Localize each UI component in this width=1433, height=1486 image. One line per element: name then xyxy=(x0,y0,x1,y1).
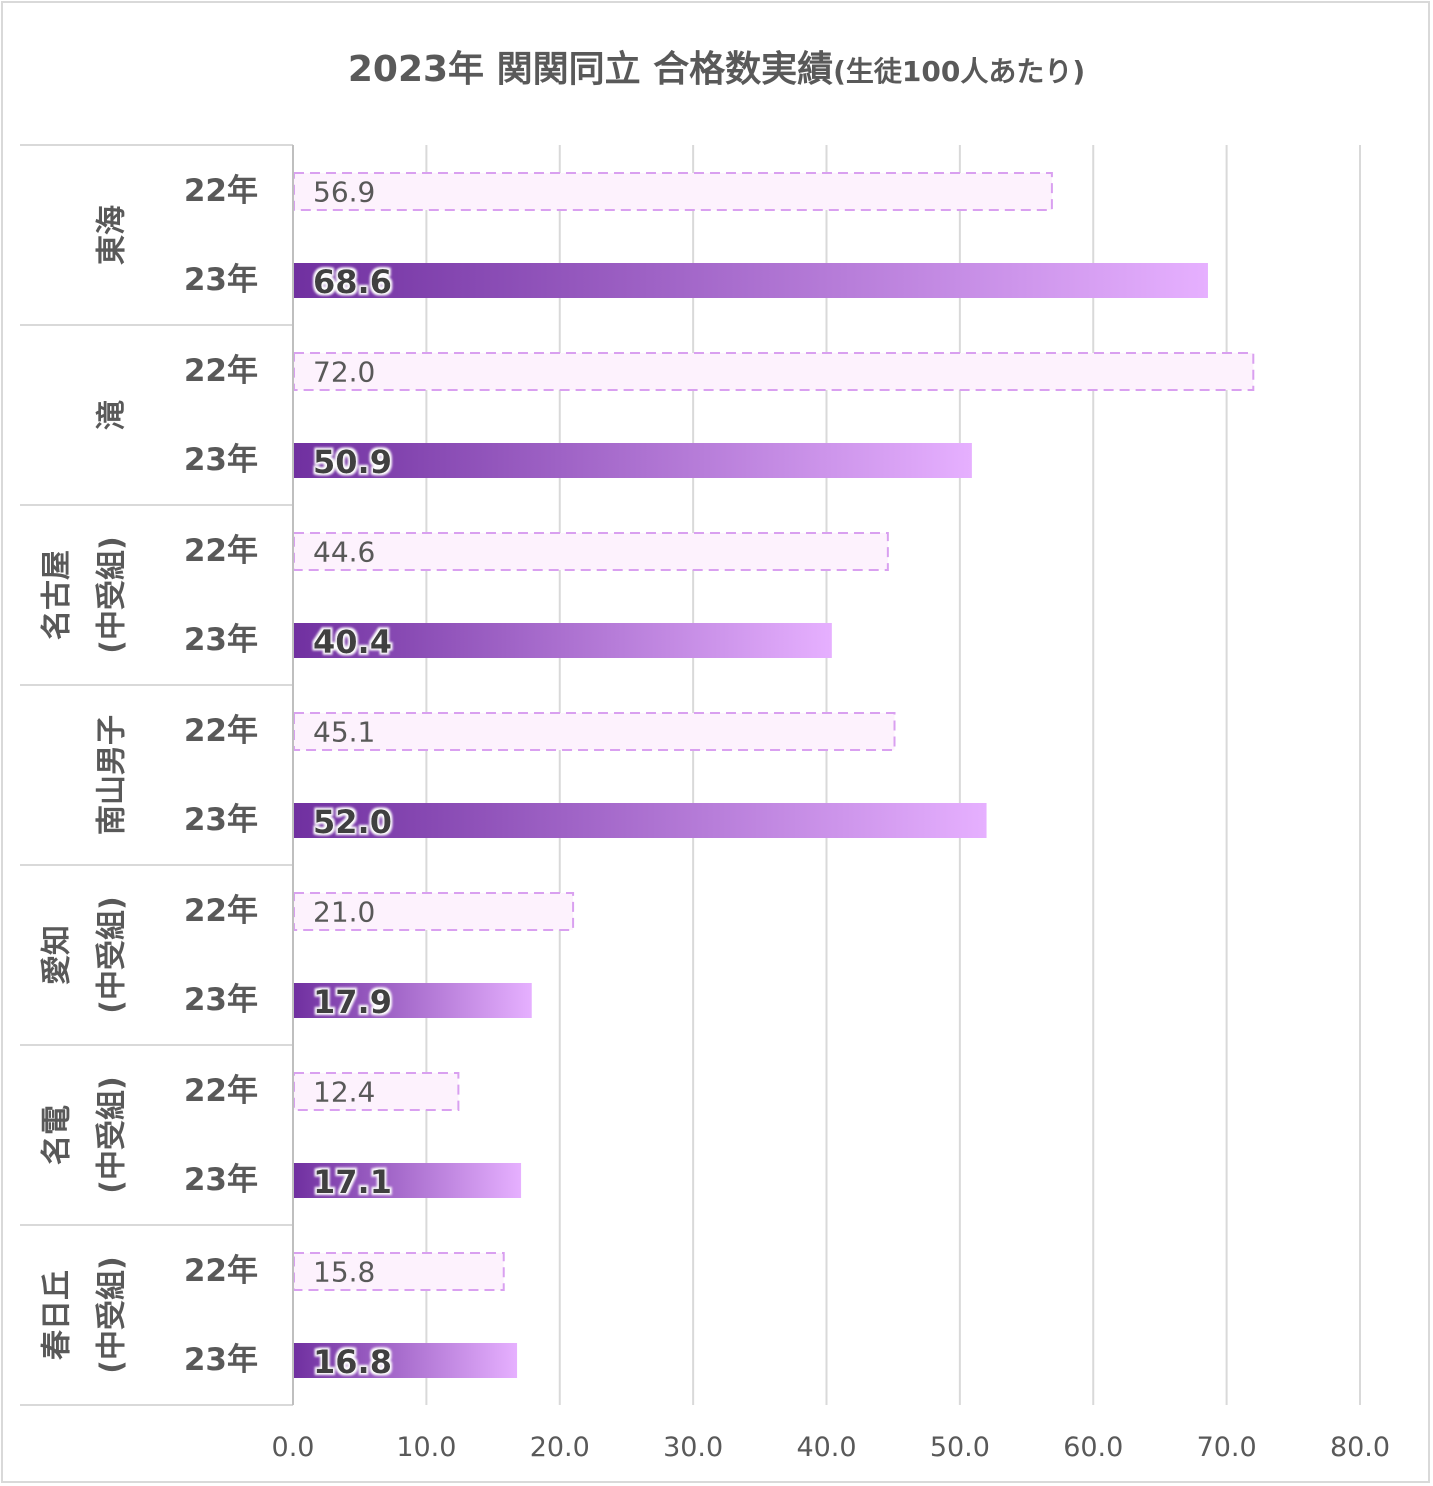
bar-23 xyxy=(294,1163,522,1198)
x-tick-label: 70.0 xyxy=(1197,1432,1257,1463)
year-label: 22年 xyxy=(184,173,258,209)
data-label-23: 17.1 xyxy=(313,1163,392,1201)
x-tick-label: 20.0 xyxy=(530,1432,590,1463)
data-label-22: 72.0 xyxy=(313,356,375,389)
bar-23 xyxy=(294,1343,518,1378)
data-label-23: 16.8 xyxy=(313,1343,392,1381)
category-label: 名電 xyxy=(40,1105,75,1165)
data-label-23: 50.9 xyxy=(313,443,392,481)
data-label-22: 21.0 xyxy=(313,896,375,929)
bar-22 xyxy=(293,532,889,571)
year-label: 22年 xyxy=(184,713,258,749)
category-label: (中受組) xyxy=(95,896,130,1013)
bar-23 xyxy=(294,803,987,838)
bar-22 xyxy=(293,712,896,751)
x-tick-label: 10.0 xyxy=(396,1432,456,1463)
category-label: 東海 xyxy=(95,205,130,265)
year-label: 22年 xyxy=(184,1253,258,1289)
chart-title: 2023年 関関同立 合格数実績(生徒100人あたり) xyxy=(0,40,1433,92)
x-tick-label: 50.0 xyxy=(930,1432,990,1463)
chart-subtitle: (生徒100人あたり) xyxy=(833,55,1086,88)
bar-22 xyxy=(293,1252,505,1291)
data-label-23: 17.9 xyxy=(313,983,392,1021)
data-label-23: 52.0 xyxy=(313,803,392,841)
bar-23 xyxy=(294,443,972,478)
category-label: 春日丘 xyxy=(40,1270,75,1360)
year-label: 23年 xyxy=(184,1162,258,1198)
year-label: 23年 xyxy=(184,262,258,298)
bar-23 xyxy=(294,623,832,658)
category-label: 滝 xyxy=(95,400,130,430)
year-label: 23年 xyxy=(184,1342,258,1378)
data-label-22: 56.9 xyxy=(313,176,375,209)
data-label-22: 44.6 xyxy=(313,536,375,569)
x-tick-label: 80.0 xyxy=(1330,1432,1390,1463)
data-label-23: 68.6 xyxy=(313,263,392,301)
x-tick-label: 40.0 xyxy=(796,1432,856,1463)
category-label: 愛知 xyxy=(40,925,75,985)
data-label-22: 45.1 xyxy=(313,716,375,749)
data-label-22: 15.8 xyxy=(313,1256,375,1289)
year-label: 23年 xyxy=(184,982,258,1018)
category-label: (中受組) xyxy=(95,1256,130,1373)
category-label: (中受組) xyxy=(95,536,130,653)
year-label: 22年 xyxy=(184,1073,258,1109)
x-tick-label: 0.0 xyxy=(272,1432,315,1463)
x-tick-label: 60.0 xyxy=(1063,1432,1123,1463)
category-label: 名古屋 xyxy=(40,550,75,640)
bar-22 xyxy=(293,352,1255,391)
bar-22 xyxy=(293,1072,460,1111)
year-label: 22年 xyxy=(184,533,258,569)
x-tick-label: 30.0 xyxy=(663,1432,723,1463)
bar-22 xyxy=(293,172,1053,211)
year-label: 23年 xyxy=(184,802,258,838)
bar-23 xyxy=(294,263,1208,298)
year-label: 22年 xyxy=(184,893,258,929)
chart-title-main: 2023年 関関同立 合格数実績 xyxy=(347,49,834,90)
year-label: 23年 xyxy=(184,622,258,658)
bar-23 xyxy=(294,983,532,1018)
year-label: 23年 xyxy=(184,442,258,478)
category-label: (中受組) xyxy=(95,1076,130,1193)
data-label-22: 12.4 xyxy=(313,1076,375,1109)
data-label-23: 40.4 xyxy=(313,623,392,661)
year-label: 22年 xyxy=(184,353,258,389)
category-label: 南山男子 xyxy=(95,715,130,835)
